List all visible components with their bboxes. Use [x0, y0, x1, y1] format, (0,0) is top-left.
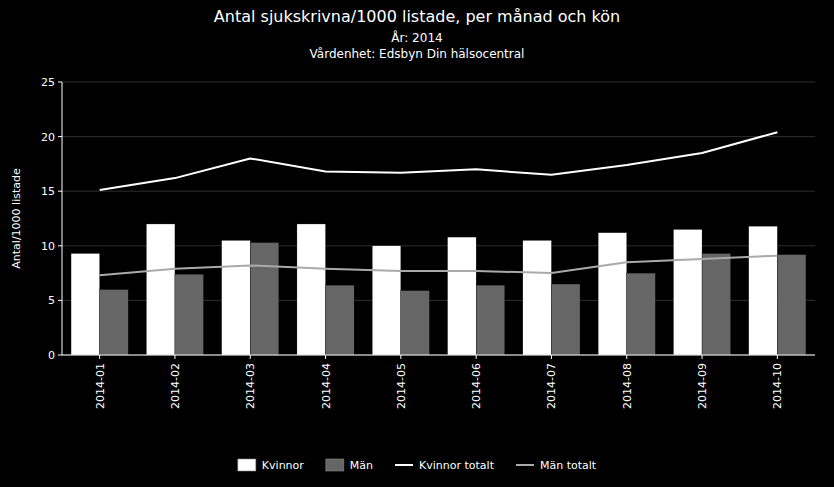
legend-item: Män totalt: [516, 459, 597, 472]
legend-label: Män: [350, 459, 373, 472]
legend-label: Kvinnor: [262, 459, 304, 472]
legend-label: Män totalt: [540, 459, 597, 472]
tick-mark: [400, 355, 401, 359]
subtitle: Vårdenhet: Edsbyn Din hälsocentral: [310, 47, 525, 61]
bar: [476, 285, 505, 355]
tick-label: 2014-04: [320, 363, 333, 409]
bar: [372, 246, 401, 355]
tick-label: 10: [41, 240, 55, 253]
plot-data: [71, 132, 806, 355]
tick-mark: [551, 355, 552, 359]
y-axis-line: [62, 82, 63, 355]
legend-swatch: [326, 459, 344, 471]
tick-mark: [476, 355, 477, 359]
bar: [71, 253, 100, 355]
legend-item: Kvinnor: [238, 459, 304, 472]
bar: [702, 253, 731, 355]
line: [100, 256, 778, 276]
bar: [627, 273, 656, 355]
tick-mark: [702, 355, 703, 359]
tick-label: 2014-05: [395, 363, 408, 409]
tick-mark: [174, 355, 175, 359]
bar: [749, 226, 778, 355]
tick-label: 2014-07: [545, 363, 558, 409]
y-axis: 0 5 10 15 20 25: [41, 76, 815, 362]
bar: [401, 291, 430, 355]
grid-line: [62, 136, 815, 137]
tick-mark: [58, 355, 62, 356]
tick-mark: [58, 191, 62, 192]
subtitle: År: 2014: [391, 30, 442, 45]
tick-label: 2014-10: [771, 363, 784, 409]
tick-label: 2014-03: [244, 363, 257, 409]
bar: [551, 284, 580, 355]
tick-label: 25: [41, 76, 55, 89]
tick-mark: [58, 245, 62, 246]
bar: [175, 274, 204, 355]
tick-mark: [325, 355, 326, 359]
chart: Antal sjukskrivna/1000 listade, per måna…: [0, 0, 834, 487]
line: [100, 132, 778, 190]
tick-label: 2014-09: [696, 363, 709, 409]
tick-label: 2014-06: [470, 363, 483, 409]
tick-label: 2014-02: [169, 363, 182, 409]
tick-label: 2014-01: [94, 363, 107, 409]
legend-swatch: [395, 464, 413, 466]
bar: [250, 243, 279, 355]
legend: Kvinnor Män Kvinnor totalt Män totalt: [238, 459, 597, 472]
tick-mark: [99, 355, 100, 359]
bar: [297, 224, 326, 355]
bar: [326, 285, 355, 355]
tick-label: 0: [48, 349, 55, 362]
legend-label: Kvinnor totalt: [419, 459, 495, 472]
legend-item: Män: [326, 459, 373, 472]
tick-label: 20: [41, 131, 55, 144]
bar: [100, 289, 129, 355]
tick-mark: [250, 355, 251, 359]
tick-mark: [58, 82, 62, 83]
tick-mark: [58, 136, 62, 137]
legend-swatch: [516, 464, 534, 466]
bar: [523, 240, 552, 355]
bar: [146, 224, 175, 355]
tick-mark: [626, 355, 627, 359]
title: Antal sjukskrivna/1000 listade, per måna…: [214, 7, 620, 26]
grid-line: [62, 191, 815, 192]
bar: [777, 255, 806, 355]
tick-mark: [777, 355, 778, 359]
bar: [222, 240, 251, 355]
x-axis: 2014-01 2014-02 2014-03 2014-04 2014-05 2014-…: [94, 355, 785, 409]
bar: [673, 229, 702, 355]
bar: [598, 233, 627, 355]
tick-label: 5: [48, 294, 55, 307]
background: [0, 0, 834, 487]
legend-item: Kvinnor totalt: [395, 459, 495, 472]
axis-label: Antal/1000 listade: [10, 168, 23, 269]
legend-swatch: [238, 459, 256, 471]
bar: [448, 237, 477, 355]
tick-label: 15: [41, 185, 55, 198]
tick-mark: [58, 300, 62, 301]
tick-label: 2014-08: [621, 363, 634, 409]
grid-line: [62, 82, 815, 83]
